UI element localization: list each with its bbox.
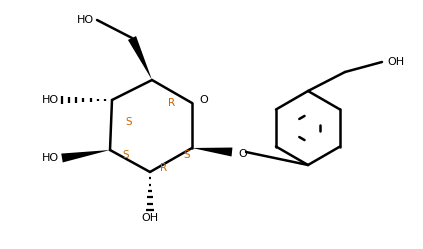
Text: HO: HO [42,153,59,163]
Text: OH: OH [387,57,404,67]
Polygon shape [61,150,110,162]
Text: O: O [199,95,208,105]
Text: S: S [183,150,190,160]
Text: R: R [160,163,167,173]
Text: HO: HO [77,15,94,25]
Text: HO: HO [42,95,59,105]
Text: S: S [122,150,129,160]
Polygon shape [192,147,233,156]
Text: OH: OH [141,213,159,223]
Text: R: R [168,98,175,108]
Polygon shape [128,36,152,80]
Text: S: S [125,117,132,127]
Text: O: O [238,149,247,159]
